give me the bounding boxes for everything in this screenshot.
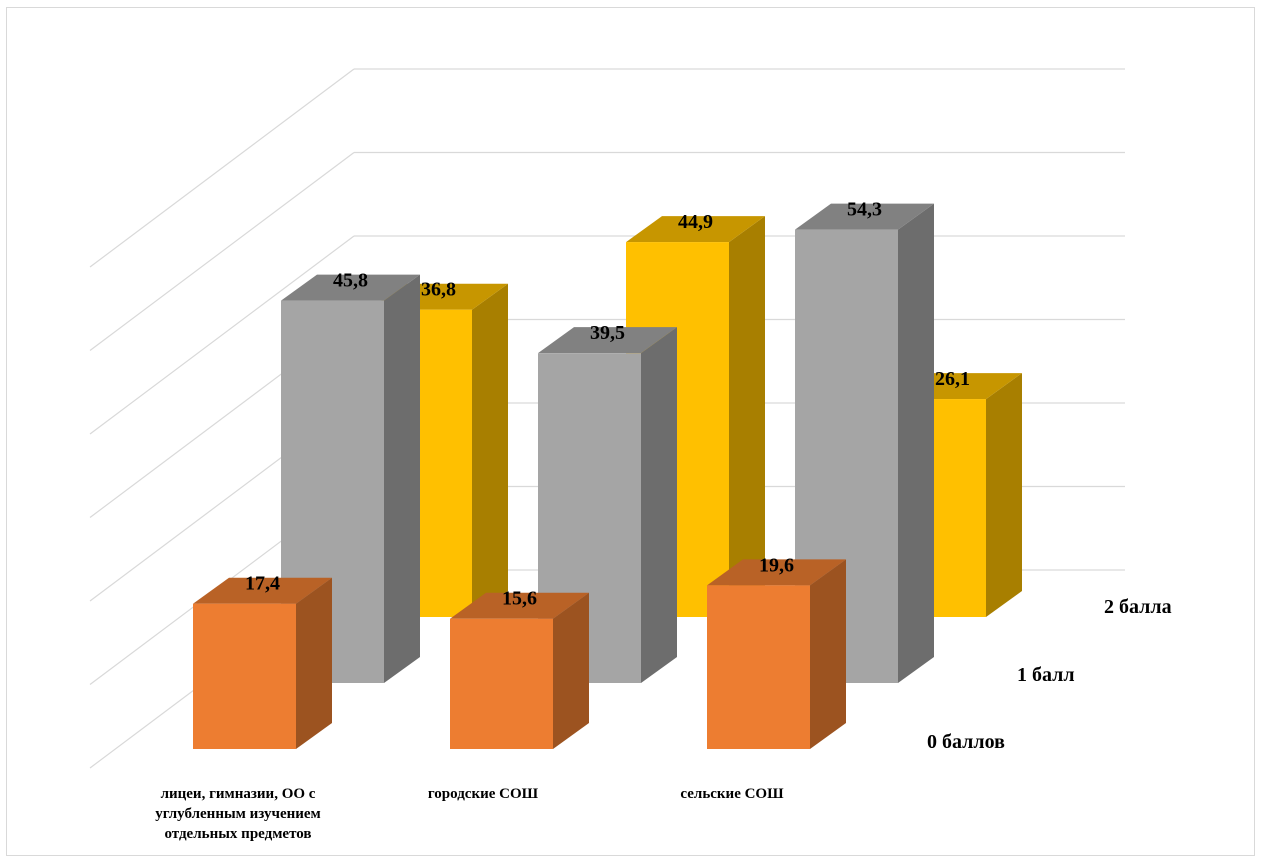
labels: 26,1 44,9 36,8 54,3 39,5 45,8 19,6 15,6 17,4 0 ба…: [155, 199, 1171, 842]
data-label: 26,1: [935, 368, 970, 390]
series-axis-label: 1 балл: [1017, 664, 1075, 686]
series-axis-label: 2 балла: [1104, 596, 1172, 618]
bar-side: [472, 283, 508, 617]
bar-0-0: [193, 577, 332, 749]
data-label: 44,9: [678, 211, 713, 233]
series-axis-label: 0 баллов: [927, 731, 1005, 753]
bar-0-2: [707, 559, 846, 749]
gridline-side: [89, 152, 355, 351]
category-label: городские СОШ: [428, 786, 539, 802]
gridline-side: [89, 68, 355, 268]
bar-side: [729, 216, 765, 617]
data-label: 54,3: [847, 199, 882, 221]
data-label: 15,6: [502, 588, 537, 610]
bar-top: [450, 592, 589, 619]
gridline-side: [89, 235, 355, 435]
bar-side: [296, 577, 332, 749]
bar-front: [450, 618, 553, 749]
data-label: 19,6: [759, 554, 794, 576]
bar-top: [626, 216, 765, 243]
data-label: 17,4: [245, 573, 280, 595]
bar-top: [281, 274, 420, 301]
bar-front: [707, 585, 810, 749]
bar-1-2: [795, 203, 934, 683]
category-label: сельские СОШ: [680, 786, 784, 802]
bar-0-1: [450, 592, 589, 749]
data-label: 36,8: [421, 279, 456, 301]
bar-top: [795, 203, 934, 230]
category-label: лицеи, гимназии, ОО с углубленным изучени…: [155, 786, 321, 842]
bar-side: [898, 203, 934, 683]
bar-side: [986, 373, 1022, 617]
bar-side: [641, 327, 677, 683]
bar-side: [384, 274, 420, 683]
bar-top: [193, 577, 332, 604]
bar-top: [707, 559, 846, 586]
bar-side: [553, 592, 589, 749]
bars: [193, 203, 1022, 749]
bar-front: [193, 603, 296, 749]
data-label: 39,5: [590, 322, 625, 344]
bar-side: [810, 559, 846, 749]
data-label: 45,8: [333, 270, 368, 292]
bar-top: [538, 327, 677, 354]
